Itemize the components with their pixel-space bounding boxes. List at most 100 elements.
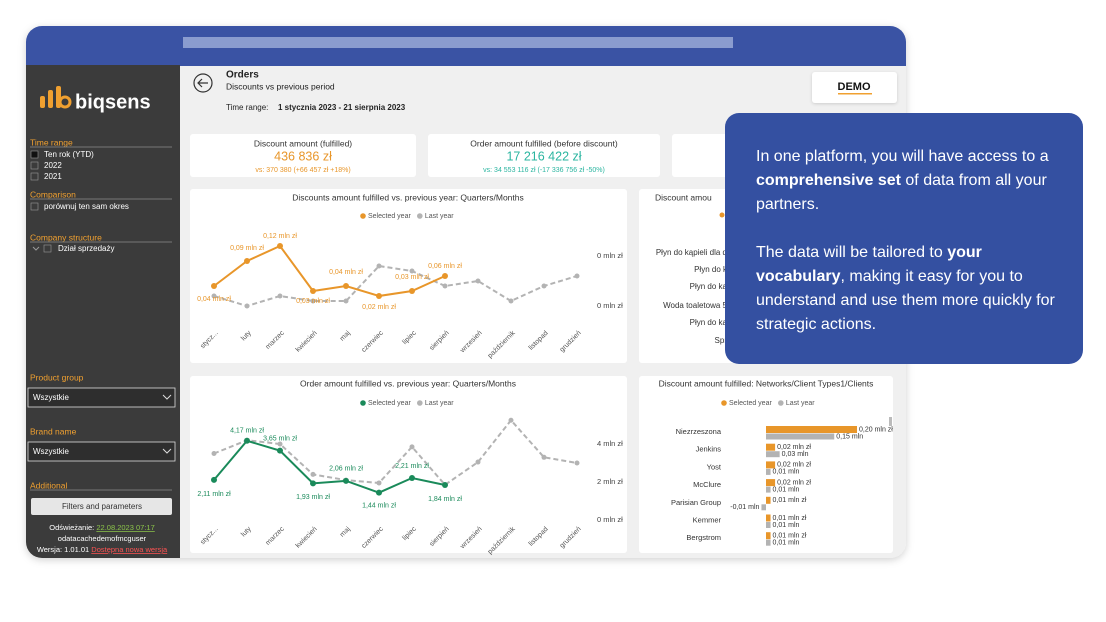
series-line <box>213 244 446 298</box>
new-version-link[interactable]: Dostępna nowa wersja <box>91 545 168 554</box>
y-tick-label: 2 mln zł <box>597 477 623 486</box>
y-tick-label: 4 mln zł <box>597 439 623 448</box>
bar <box>766 539 771 546</box>
data-label: 0,04 mln zł <box>197 296 231 303</box>
filters-button[interactable] <box>31 498 172 515</box>
legend-label: Last year <box>786 400 815 407</box>
data-label: 0,03 mln <box>782 451 809 458</box>
legend-label: Last year <box>425 213 454 220</box>
data-point <box>310 471 316 477</box>
category-label: Kemmer <box>693 515 722 524</box>
y-tick-label: 0 mln zł <box>597 301 623 310</box>
data-point <box>211 476 217 483</box>
data-point <box>277 447 283 454</box>
checkbox[interactable] <box>30 150 39 159</box>
legend-dot <box>417 400 423 406</box>
series-line <box>213 264 578 308</box>
button-label: Filters and parameters <box>62 502 142 511</box>
category-label: Woda toaletowa 5 <box>663 301 727 310</box>
chart-panel <box>190 376 627 553</box>
time-range-label: Time range: <box>226 103 268 112</box>
data-point <box>475 278 481 284</box>
callout-text: In one platform, you will have access to… <box>756 148 1049 165</box>
refresh-date[interactable]: 22.08.2023 07:17 <box>96 523 154 532</box>
back-button[interactable] <box>193 73 213 93</box>
section-title: Brand name <box>30 426 77 436</box>
bar <box>766 451 780 458</box>
kpi-comparison: vs: 370 380 (+66 457 zł +18%) <box>255 167 350 174</box>
legend-dot <box>719 212 725 218</box>
sidebar-filters: Time range Ten rok (YTD) 2022 2021 Compa… <box>27 137 176 554</box>
data-point <box>508 298 514 304</box>
user: odatacachedemofmcguser <box>58 534 147 543</box>
data-label: 0,02 mln zł <box>777 444 811 451</box>
data-label: 0,01 mln <box>773 540 800 547</box>
expand-chevron[interactable] <box>32 246 40 251</box>
legend-label: Last year <box>425 400 454 407</box>
dropdown[interactable] <box>27 387 176 408</box>
dropdown[interactable] <box>27 441 176 462</box>
data-point <box>376 480 382 486</box>
time-range-value: 1 stycznia 2023 - 21 sierpnia 2023 <box>278 103 406 112</box>
checkbox[interactable] <box>43 244 52 253</box>
data-point <box>376 263 382 269</box>
data-label: 0,01 mln zł <box>773 515 807 522</box>
data-point <box>211 451 217 456</box>
section-title: Product group <box>30 372 84 382</box>
data-label: 0,03 mln zł <box>296 298 330 305</box>
data-label: 0,02 mln zł <box>362 304 396 311</box>
y-tick-label: 0 mln zł <box>597 515 623 524</box>
bar <box>766 532 771 540</box>
logo-bar <box>48 90 53 108</box>
bar <box>766 461 776 469</box>
data-label: 2,06 mln zł <box>329 466 363 473</box>
data-label: 4,17 mln zł <box>230 428 264 435</box>
bar <box>766 496 771 504</box>
data-label: 0,04 mln zł <box>329 269 363 276</box>
kpi-card <box>428 134 660 177</box>
data-point <box>376 489 382 496</box>
data-label: 0,20 mln zł <box>859 426 893 433</box>
demo-badge[interactable] <box>812 72 897 103</box>
callout-paragraph: In one platform, you will have access to… <box>756 145 1056 217</box>
dropdown-arrow <box>162 394 172 400</box>
kpi-card <box>190 134 416 177</box>
legend-dot <box>417 213 423 219</box>
category-label: Spr <box>715 336 728 345</box>
category-label: Jenkins <box>696 445 722 454</box>
kpi-value: 436 836 zł <box>274 149 332 163</box>
category-label: Płyn do ką <box>690 318 728 327</box>
data-point <box>475 459 481 465</box>
hidden-panel: Discount amou <box>655 192 725 218</box>
scrollbar[interactable] <box>889 417 892 426</box>
data-point <box>211 283 217 289</box>
data-label: 3,65 mln zł <box>263 435 297 442</box>
data-point <box>409 475 415 482</box>
bar <box>766 443 776 451</box>
data-point <box>343 477 349 484</box>
category-label: Niezrzeszona <box>676 427 722 436</box>
bar <box>766 433 835 440</box>
legend-dot <box>360 213 366 219</box>
checkbox[interactable] <box>30 161 39 170</box>
bar <box>766 486 771 493</box>
data-label: 0,09 mln zł <box>230 245 264 252</box>
callout-emphasis: comprehensive set <box>756 172 901 189</box>
checkbox[interactable] <box>30 202 39 211</box>
panel-title: Discount amou <box>655 192 712 202</box>
option: Ten rok (YTD) <box>44 150 94 159</box>
section-title: Additional <box>30 480 67 490</box>
data-point <box>244 437 250 444</box>
data-point <box>508 417 514 423</box>
checkbox[interactable] <box>30 172 39 181</box>
category-label: Parisian Group <box>671 498 721 507</box>
logo: biqsens <box>40 86 151 113</box>
data-point <box>310 288 316 294</box>
kpi-title: Order amount fulfilled (before discount) <box>470 138 618 148</box>
callout-text: , making it easy for you to understand a… <box>756 268 1055 333</box>
y-tick-label: 0 mln zł <box>597 251 623 260</box>
data-point <box>310 480 316 487</box>
data-point <box>277 243 283 249</box>
